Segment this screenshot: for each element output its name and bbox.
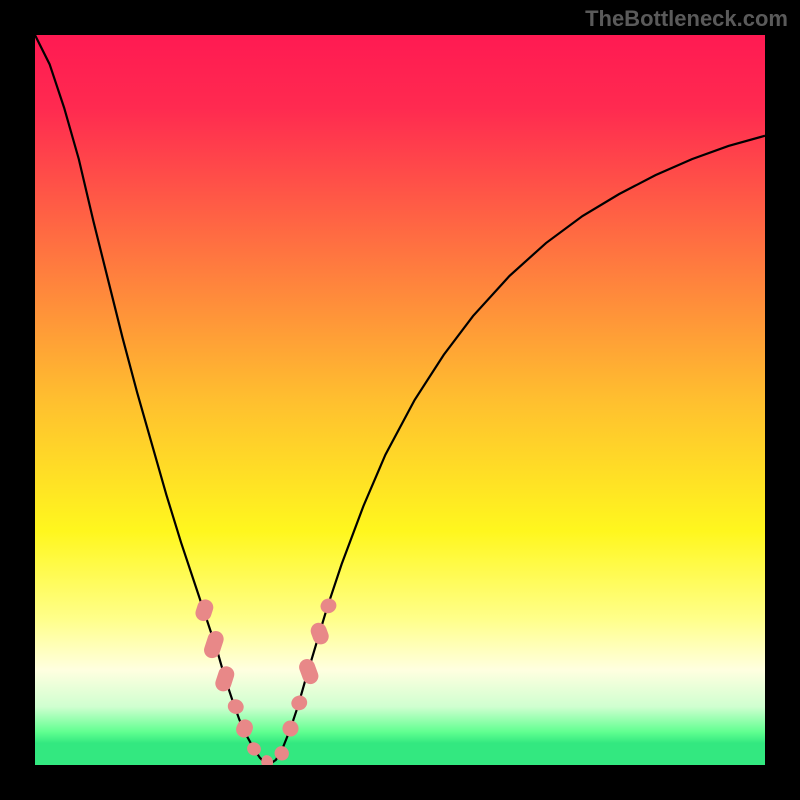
curve-marker bbox=[280, 718, 301, 739]
curve-marker bbox=[308, 621, 331, 647]
chart-plot-area bbox=[35, 35, 765, 765]
curve-marker bbox=[297, 657, 321, 686]
curve-marker bbox=[226, 697, 246, 716]
left-curve bbox=[35, 35, 269, 765]
curve-marker bbox=[213, 664, 236, 693]
watermark-text: TheBottleneck.com bbox=[585, 6, 788, 32]
curve-marker bbox=[234, 717, 256, 740]
curve-marker bbox=[193, 597, 215, 623]
curve-marker bbox=[318, 596, 338, 615]
chart-curves bbox=[35, 35, 765, 765]
curve-marker bbox=[245, 740, 264, 759]
curve-marker bbox=[289, 693, 309, 712]
curve-marker bbox=[260, 754, 274, 765]
curve-marker bbox=[202, 629, 226, 660]
right-curve bbox=[269, 136, 765, 765]
